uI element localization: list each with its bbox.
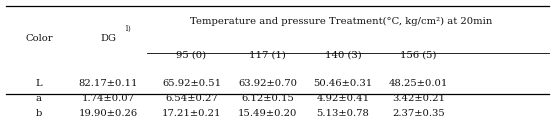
Text: 4.92±0.41: 4.92±0.41 [316, 94, 370, 103]
Text: Color: Color [25, 34, 53, 43]
Text: 17.21±0.21: 17.21±0.21 [162, 109, 221, 118]
Text: a: a [36, 94, 42, 103]
Text: 6.54±0.27: 6.54±0.27 [165, 94, 218, 103]
Text: 1): 1) [124, 25, 130, 33]
Text: 65.92±0.51: 65.92±0.51 [162, 79, 221, 88]
Text: 3.42±0.21: 3.42±0.21 [392, 94, 445, 103]
Text: b: b [36, 109, 42, 118]
Text: 19.90±0.26: 19.90±0.26 [79, 109, 138, 118]
Text: 15.49±0.20: 15.49±0.20 [238, 109, 297, 118]
Text: 63.92±0.70: 63.92±0.70 [238, 79, 297, 88]
Text: 140 (3): 140 (3) [325, 50, 361, 59]
Text: 2.37±0.35: 2.37±0.35 [392, 109, 445, 118]
Text: Temperature and pressure Treatment(°C, kg/cm²) at 20min: Temperature and pressure Treatment(°C, k… [190, 17, 492, 26]
Text: 6.12±0.15: 6.12±0.15 [241, 94, 294, 103]
Text: DG: DG [100, 34, 116, 43]
Text: L: L [36, 79, 42, 88]
Text: 5.13±0.78: 5.13±0.78 [316, 109, 370, 118]
Text: 48.25±0.01: 48.25±0.01 [389, 79, 448, 88]
Text: 95 (0): 95 (0) [176, 50, 206, 59]
Text: 156 (5): 156 (5) [400, 50, 437, 59]
Text: 1.74±0.07: 1.74±0.07 [82, 94, 135, 103]
Text: 117 (1): 117 (1) [249, 50, 286, 59]
Text: 82.17±0.11: 82.17±0.11 [78, 79, 138, 88]
Text: 50.46±0.31: 50.46±0.31 [314, 79, 372, 88]
